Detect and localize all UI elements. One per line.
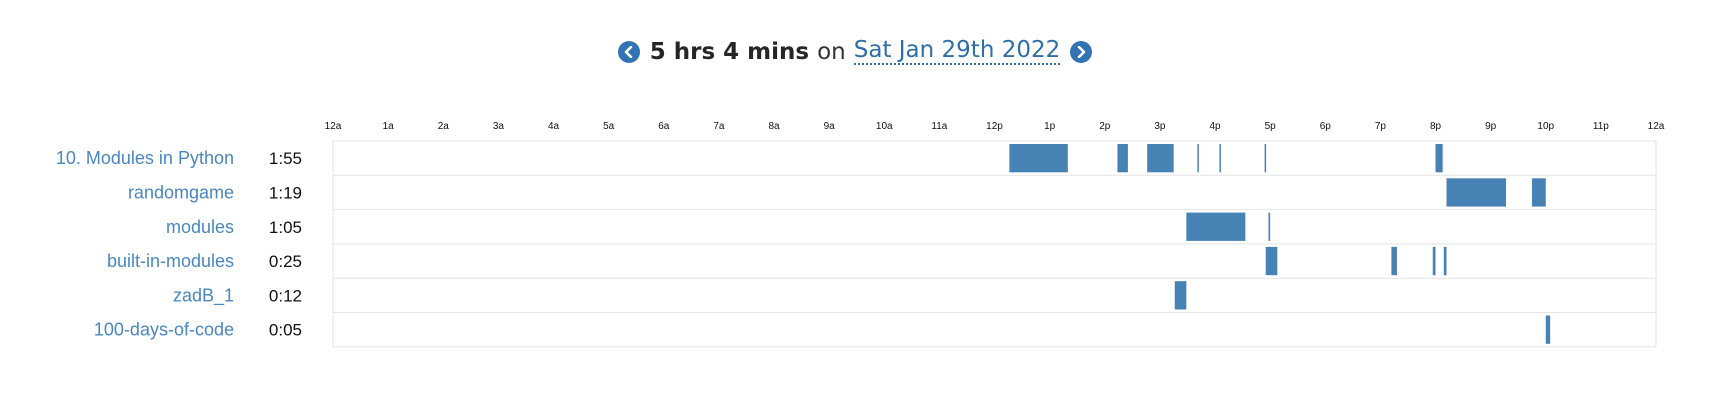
hour-tick-label: 4p [1209,121,1221,132]
hour-tick-label: 10p [1537,121,1554,132]
next-day-button[interactable] [1070,41,1093,63]
project-link[interactable]: 10. Modules in Python [56,148,234,168]
chevron-left-icon [624,46,633,58]
hour-tick-label: 12a [1648,121,1665,132]
activity-bar[interactable] [1219,144,1221,173]
activity-bar[interactable] [1432,246,1436,276]
activity-bar[interactable] [1531,178,1546,207]
activity-bar[interactable] [1545,315,1551,344]
activity-bar[interactable] [1117,144,1128,173]
hour-tick-label: 8a [768,121,780,132]
hour-tick-label: 10a [876,121,893,132]
hour-tick-label: 7a [713,121,725,132]
activity-bar[interactable] [1443,246,1447,276]
hour-tick-label: 9a [824,121,836,132]
activity-bar[interactable] [1197,144,1199,173]
hour-tick-label: 12p [986,121,1003,132]
hour-tick-label: 12a [325,121,342,132]
activity-bar[interactable] [1446,178,1507,207]
activity-bar[interactable] [1186,212,1246,241]
activity-bar[interactable] [1009,144,1068,173]
activity-bar[interactable] [1435,144,1443,173]
project-total-time: 1:05 [269,218,302,237]
hour-tick-label: 3a [493,121,505,132]
total-time: 5 hrs 4 mins [649,38,810,65]
project-link[interactable]: zadB_1 [173,285,234,306]
activity-bar[interactable] [1264,144,1267,173]
date-picker-link[interactable]: Sat Jan 29th 2022 [853,37,1061,65]
hour-tick-label: 7p [1375,121,1387,132]
hour-tick-label: 1a [383,121,395,132]
hour-tick-label: 6p [1320,121,1332,132]
project-total-time: 0:25 [269,252,302,271]
prev-day-button[interactable] [617,41,640,63]
hour-tick-label: 5a [603,121,615,132]
hour-tick-label: 6a [658,121,670,132]
hour-tick-label: 4a [548,121,560,132]
project-total-time: 0:12 [269,286,302,305]
project-link[interactable]: built-in-modules [107,251,234,271]
project-link[interactable]: randomgame [128,182,234,202]
activity-bar[interactable] [1147,144,1174,173]
project-link[interactable]: modules [166,217,234,237]
hour-tick-label: 11a [931,121,947,132]
activity-bar[interactable] [1268,212,1271,241]
hour-tick-label: 2a [438,121,450,132]
activity-bar[interactable] [1265,246,1278,276]
hour-tick-label: 3p [1154,121,1166,132]
project-total-time: 1:55 [269,149,302,168]
project-link[interactable]: 100-days-of-code [94,320,234,340]
hour-tick-label: 9p [1485,121,1497,132]
chevron-right-icon [1077,46,1086,58]
on-word: on [817,38,846,65]
project-total-time: 1:19 [269,183,302,202]
activity-bar[interactable] [1391,246,1397,276]
project-total-time: 0:05 [269,321,302,340]
activity-bar[interactable] [1174,281,1187,310]
hour-tick-label: 11p [1593,121,1609,132]
hour-tick-label: 1p [1044,121,1056,132]
day-header: 5 hrs 4 mins on Sat Jan 29th 2022 [0,0,1710,104]
hour-tick-label: 8p [1430,121,1442,132]
hour-tick-label: 2p [1099,121,1111,132]
hour-tick-label: 5p [1265,121,1277,132]
